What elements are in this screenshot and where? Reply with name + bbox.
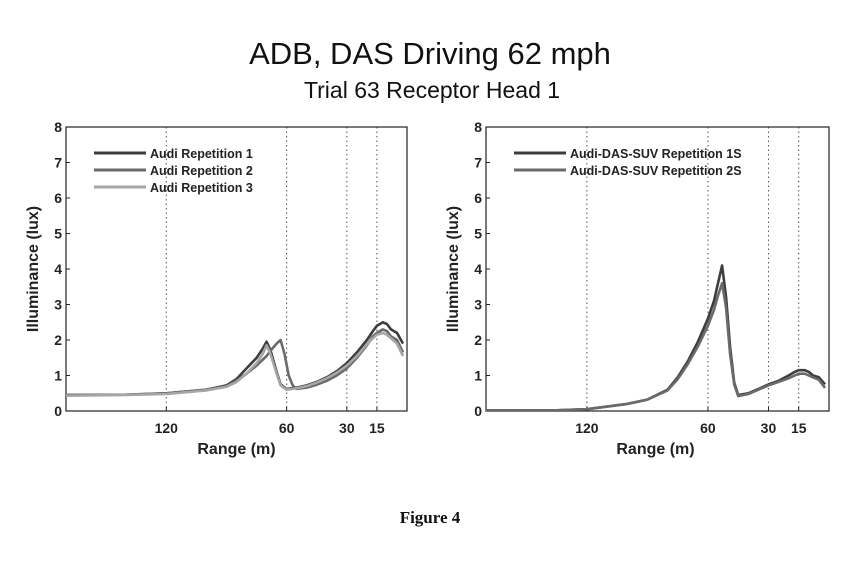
y-tick-label: 0 (474, 403, 482, 419)
chart-subtitle: Trial 63 Receptor Head 1 (303, 77, 561, 103)
chart-main-title: ADB, DAS Driving 62 mph (249, 36, 611, 71)
y-tick-label: 7 (54, 155, 62, 171)
y-axis-label: Illuminance (lux) (25, 206, 42, 332)
chart-panel-2: 120 60 30 15 0 1 2 3 4 5 6 7 8 Audi-DAS-SUV Repetitio… (445, 119, 830, 458)
x-tick-label: 30 (761, 420, 777, 436)
x-axis-label: Range (m) (197, 441, 275, 458)
y-tick-label: 5 (54, 226, 62, 242)
legend-label: Audi-DAS-SUV Repetition 1S (570, 147, 742, 161)
y-axis-label: Illuminance (lux) (445, 206, 462, 332)
series-line-3 (66, 331, 405, 397)
y-tick-label: 8 (474, 119, 482, 135)
y-tick-label: 3 (54, 297, 62, 313)
y-tick-label: 0 (54, 403, 62, 419)
x-tick-label: 60 (279, 420, 295, 436)
series-line-1 (486, 264, 826, 411)
series-line-2 (66, 328, 405, 397)
legend-label: Audi-DAS-SUV Repetition 2S (570, 164, 742, 178)
figure-caption: Figure 4 (399, 508, 461, 527)
y-tick-label: 1 (474, 368, 482, 384)
x-tick-label: 60 (700, 420, 716, 436)
y-tick-label: 5 (474, 226, 482, 242)
y-tick-label: 6 (474, 190, 482, 206)
y-tick-label: 3 (474, 297, 482, 313)
x-tick-label: 15 (369, 420, 385, 436)
x-tick-label: 30 (339, 420, 355, 436)
series-line-2 (486, 281, 827, 411)
plot-area-frame (65, 126, 408, 412)
y-tick-label: 2 (474, 332, 482, 348)
y-tick-label: 4 (474, 261, 482, 277)
x-tick-label: 120 (575, 420, 599, 436)
y-tick-label: 1 (54, 368, 62, 384)
y-tick-label: 2 (54, 332, 62, 348)
x-tick-label: 15 (791, 420, 807, 436)
legend-label: Audi Repetition 2 (150, 164, 253, 178)
y-tick-label: 4 (54, 261, 62, 277)
y-tick-label: 7 (474, 155, 482, 171)
legend-label: Audi Repetition 1 (150, 147, 253, 161)
x-axis-label: Range (m) (616, 441, 694, 458)
legend-label: Audi Repetition 3 (150, 181, 253, 195)
chart-panel-1: 120 60 30 15 0 1 2 3 4 5 6 7 8 Audi Repetition 1 Audi … (25, 119, 408, 458)
y-tick-label: 8 (54, 119, 62, 135)
y-tick-label: 6 (54, 190, 62, 206)
plot-area-frame (485, 126, 830, 412)
x-tick-label: 120 (155, 420, 179, 436)
